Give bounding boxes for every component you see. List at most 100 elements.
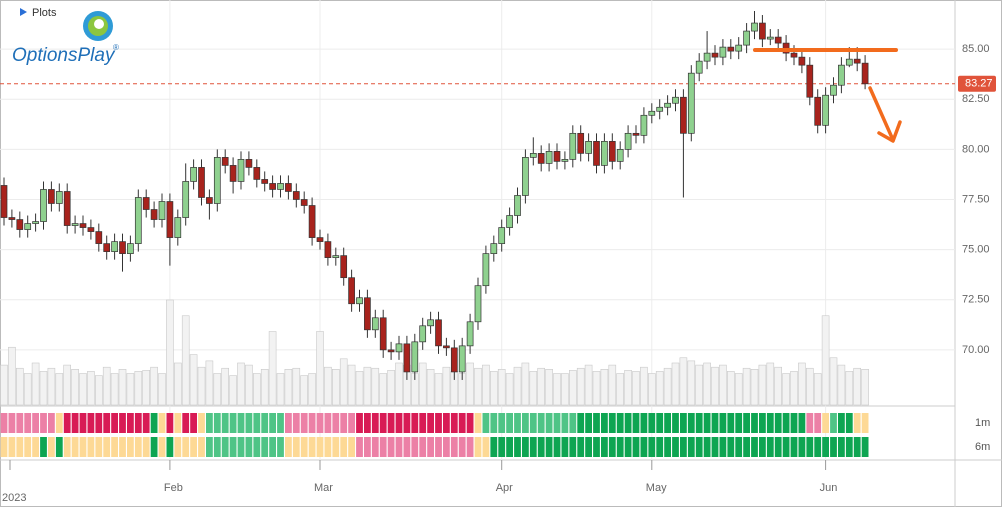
strip-cell bbox=[71, 437, 79, 457]
candle-body bbox=[324, 241, 332, 258]
strip-cell bbox=[134, 437, 142, 457]
strip-cell bbox=[308, 437, 316, 457]
strip-cell bbox=[127, 413, 134, 433]
strip-cell bbox=[782, 413, 790, 433]
candle-body bbox=[680, 96, 687, 134]
strip-cell bbox=[640, 413, 648, 433]
volume-bar bbox=[742, 367, 751, 406]
candle-body bbox=[395, 343, 403, 353]
volume-bar bbox=[276, 373, 285, 406]
volume-bar bbox=[679, 357, 688, 406]
strip-cell bbox=[695, 413, 703, 433]
strip-cell bbox=[585, 413, 592, 433]
strip-cell bbox=[24, 413, 32, 433]
strip-cell bbox=[680, 413, 687, 433]
candle-body bbox=[577, 132, 585, 154]
strip-cell bbox=[40, 413, 47, 433]
candle-body bbox=[174, 217, 182, 238]
strip-cell bbox=[150, 437, 158, 457]
strip-cell bbox=[830, 413, 837, 433]
candle-body bbox=[498, 227, 506, 244]
candle-body bbox=[261, 179, 269, 184]
strip-cell bbox=[300, 413, 308, 433]
strip-cell bbox=[221, 437, 229, 457]
strip-cell bbox=[822, 413, 829, 433]
strip-cell bbox=[561, 413, 569, 433]
strip-cell bbox=[759, 413, 766, 433]
strip-cell bbox=[450, 437, 458, 457]
strip-cell bbox=[237, 437, 245, 457]
candle-body bbox=[403, 343, 411, 373]
volume-bar bbox=[750, 368, 759, 406]
candle-body bbox=[624, 132, 632, 150]
volume-bar bbox=[687, 360, 696, 406]
y-tick-label: 72.50 bbox=[962, 294, 990, 306]
candle-body bbox=[561, 159, 569, 162]
strip-cell bbox=[585, 437, 592, 457]
volume-bar bbox=[253, 373, 261, 406]
strip-cell bbox=[601, 413, 608, 433]
strip-cell bbox=[340, 437, 348, 457]
candle-body bbox=[482, 253, 490, 287]
strip-cell bbox=[506, 437, 513, 457]
volume-bar bbox=[845, 371, 854, 406]
volume-bar bbox=[474, 367, 482, 406]
strip-cell bbox=[166, 413, 174, 433]
strip-cell bbox=[32, 437, 39, 457]
strip-cell bbox=[664, 437, 671, 457]
candle-body bbox=[127, 243, 134, 254]
strip-cell bbox=[229, 437, 237, 457]
volume-bar bbox=[63, 364, 72, 406]
volume-bar bbox=[734, 373, 743, 406]
volume-bar bbox=[268, 331, 277, 406]
volume-bar bbox=[142, 370, 150, 406]
strip-cell bbox=[198, 437, 205, 457]
last-price-tag bbox=[958, 75, 996, 92]
brand-mark: ® bbox=[113, 43, 119, 52]
strip-cell bbox=[206, 413, 213, 433]
candle-body bbox=[814, 96, 822, 126]
volume-bar bbox=[719, 364, 727, 406]
candle-body bbox=[616, 149, 624, 162]
logo: OptionsPlay ® bbox=[12, 11, 119, 66]
volume-bar bbox=[829, 357, 838, 406]
volume-bar bbox=[213, 373, 222, 406]
candle-body bbox=[806, 64, 814, 98]
y-tick-label: 82.50 bbox=[962, 93, 990, 105]
candle-body bbox=[134, 197, 142, 244]
candle-body bbox=[553, 151, 561, 162]
strip-cell bbox=[648, 437, 656, 457]
toggle-icon[interactable] bbox=[20, 8, 27, 16]
volume-bar bbox=[703, 362, 711, 406]
candle-body bbox=[632, 132, 640, 136]
candle-body bbox=[672, 96, 679, 104]
candle-body bbox=[190, 167, 197, 182]
candle-body bbox=[142, 197, 150, 210]
strip-cell bbox=[845, 437, 853, 457]
toolbar[interactable]: Plots bbox=[20, 7, 57, 19]
volume-bar bbox=[245, 364, 253, 406]
y-tick-label: 77.50 bbox=[962, 193, 990, 205]
candle-body bbox=[158, 201, 166, 220]
candle-body bbox=[182, 181, 190, 218]
volume-bar bbox=[0, 364, 8, 406]
candle-body bbox=[727, 46, 735, 52]
volume-bar bbox=[308, 373, 316, 406]
volume-bar bbox=[387, 370, 395, 406]
strip-cell bbox=[782, 437, 790, 457]
plots-label[interactable]: Plots bbox=[32, 7, 57, 19]
volume-bar bbox=[497, 368, 506, 406]
strip-cell bbox=[751, 413, 758, 433]
candle-body bbox=[529, 153, 537, 158]
volume-bar bbox=[102, 366, 111, 406]
candle-body bbox=[435, 319, 442, 347]
strip-cell bbox=[379, 413, 387, 433]
candle-body bbox=[845, 58, 853, 66]
strip-cell bbox=[245, 413, 253, 433]
candle-body bbox=[466, 321, 474, 347]
strip-cell bbox=[514, 413, 521, 433]
strip-cell bbox=[735, 437, 743, 457]
strip-cell bbox=[529, 413, 537, 433]
strip-cell bbox=[458, 413, 466, 433]
volume-bar bbox=[284, 368, 293, 406]
